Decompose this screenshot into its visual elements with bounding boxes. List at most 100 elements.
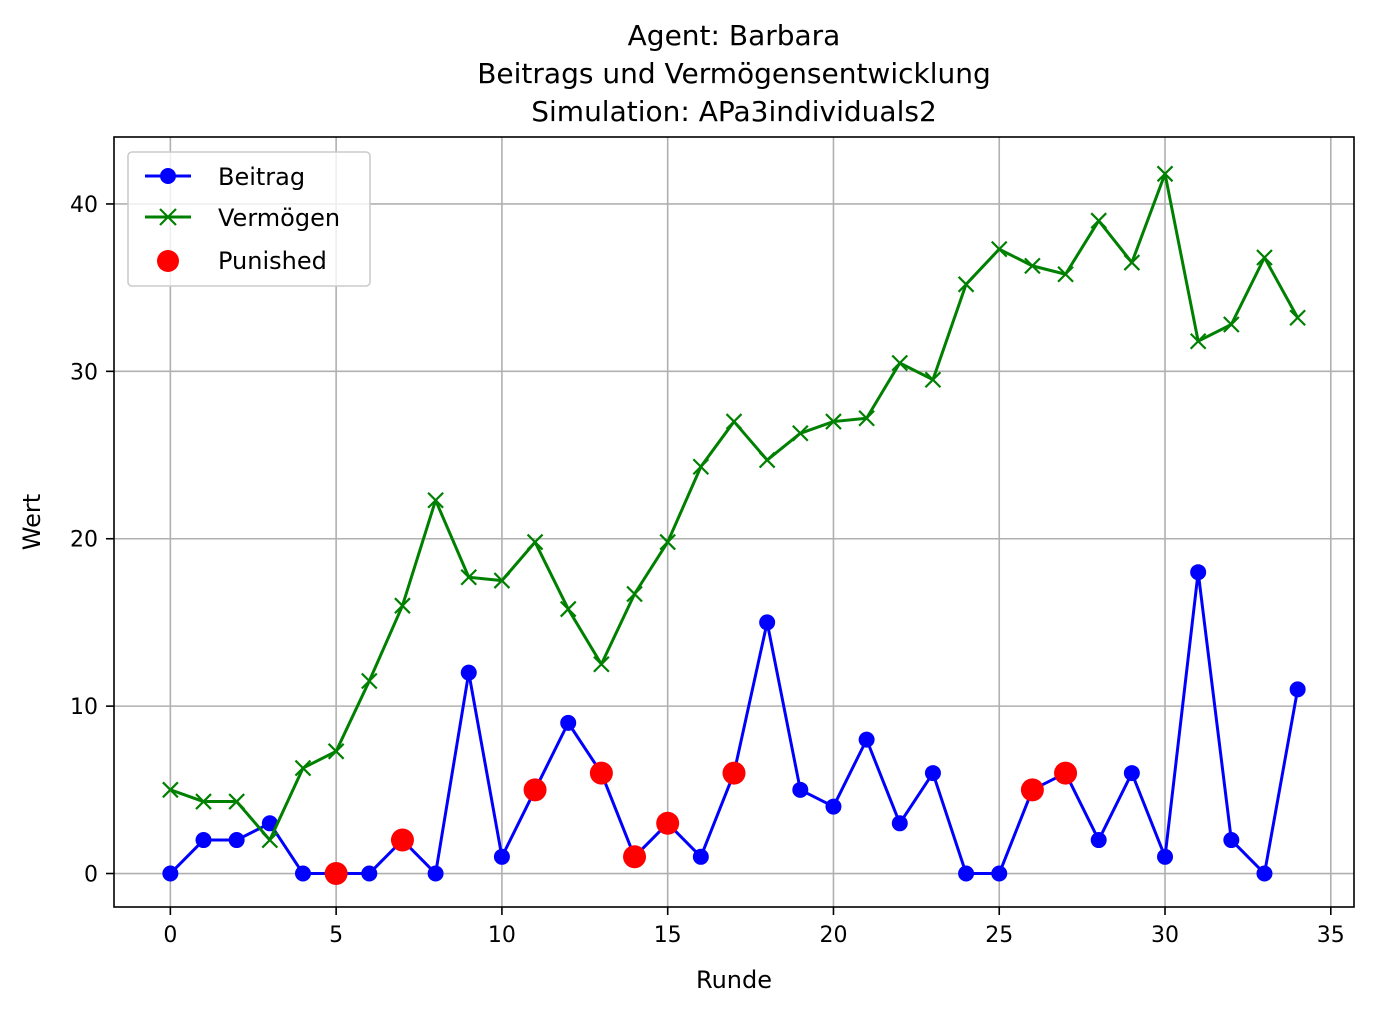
- punished-point: [623, 845, 647, 869]
- punished-point: [1020, 778, 1044, 802]
- title-line-1: Agent: Barbara: [628, 19, 841, 52]
- vermoegen-point: [394, 597, 411, 614]
- punished-point: [589, 761, 613, 785]
- x-tick-label: 10: [488, 923, 516, 948]
- y-tick-label: 10: [70, 695, 98, 720]
- beitrag-point: [294, 865, 311, 882]
- legend-punished-marker: [157, 250, 179, 272]
- vermoegen-point: [228, 793, 245, 810]
- beitrag-point: [759, 614, 776, 631]
- vermoegen-point: [493, 572, 511, 589]
- vermoegen-point: [559, 600, 577, 618]
- legend: Beitrag Vermögen Punished: [127, 151, 371, 287]
- vermoegen-point: [957, 276, 975, 293]
- beitrag-point: [493, 848, 510, 865]
- beitrag-point: [858, 731, 875, 748]
- beitrag-point: [228, 832, 245, 849]
- plot-series: [162, 165, 1306, 886]
- punished-point: [1054, 761, 1078, 785]
- vermoegen-point: [460, 568, 478, 586]
- vermoegen-point: [195, 793, 212, 810]
- vermoegen-point: [1090, 212, 1107, 229]
- punished-point: [390, 828, 414, 852]
- beitrag-point: [825, 798, 842, 815]
- x-tick-label: 25: [985, 923, 1013, 948]
- x-tick-label: 20: [819, 923, 847, 948]
- x-tick-label: 5: [329, 923, 343, 948]
- x-axis-ticks: 0 5 10 15 20 25 30 35: [163, 907, 1345, 948]
- series-beitrag: [162, 564, 1306, 882]
- vermoegen-point: [924, 371, 942, 388]
- vermoegen-point: [626, 585, 643, 603]
- beitrag-point: [1223, 832, 1240, 849]
- beitrag-point: [162, 865, 179, 882]
- y-axis-label: Wert: [18, 494, 46, 550]
- beitrag-point: [991, 865, 1008, 882]
- vermoegen-point: [1123, 254, 1141, 271]
- beitrag-point: [692, 848, 709, 865]
- vermoegen-point: [1156, 165, 1174, 183]
- vermoegen-point: [891, 354, 909, 372]
- beitrag-point: [1190, 564, 1207, 581]
- legend-vermoegen-label: Vermögen: [218, 204, 340, 232]
- beitrag-point: [560, 714, 577, 731]
- punished-point: [523, 778, 547, 802]
- punished-point: [656, 811, 680, 835]
- y-axis-ticks: 0 10 20 30 40: [70, 193, 114, 888]
- title-line-2: Beitrags und Vermögensentwicklung: [477, 57, 991, 90]
- punished-point: [324, 862, 348, 886]
- vermoegen-point: [858, 409, 875, 427]
- x-axis-label: Runde: [696, 966, 772, 994]
- vermoegen-point: [758, 451, 776, 469]
- vermoegen-point: [427, 491, 444, 509]
- vermoegen-point: [162, 781, 179, 799]
- beitrag-point: [195, 832, 212, 849]
- y-tick-label: 0: [84, 863, 98, 888]
- beitrag-point: [1289, 681, 1306, 698]
- beitrag-point: [361, 865, 378, 882]
- beitrag-point: [958, 865, 975, 882]
- series-punished: [324, 761, 1078, 886]
- beitrag-point: [1090, 832, 1107, 849]
- vermoegen-point: [792, 425, 809, 442]
- vermoegen-point: [593, 656, 610, 673]
- vermoegen-point: [1057, 265, 1074, 283]
- vermoegen-point: [725, 413, 743, 430]
- beitrag-point: [1256, 865, 1273, 882]
- x-tick-label: 35: [1317, 923, 1345, 948]
- vermoegen-point: [1024, 257, 1041, 275]
- vermoegen-point: [261, 831, 279, 849]
- beitrag-point: [1123, 765, 1140, 782]
- legend-punished-label: Punished: [218, 247, 327, 275]
- plot-frame: [113, 136, 1355, 908]
- beitrag-point: [427, 865, 444, 882]
- x-tick-label: 30: [1151, 923, 1179, 948]
- vermoegen-point: [294, 759, 312, 777]
- vermoegen-point: [1189, 332, 1207, 350]
- legend-beitrag-marker: [160, 168, 176, 184]
- y-tick-label: 30: [70, 360, 98, 385]
- beitrag-point: [891, 815, 908, 832]
- vermoegen-point: [692, 458, 710, 476]
- chart-title: Agent: Barbara Beitrags und Vermögensent…: [477, 19, 991, 128]
- beitrag-point: [460, 664, 477, 681]
- beitrag-point: [792, 781, 809, 798]
- vermoegen-point: [361, 672, 378, 690]
- title-line-3: Simulation: APa3individuals2: [531, 95, 937, 128]
- punished-point: [722, 761, 746, 785]
- x-tick-label: 0: [163, 923, 177, 948]
- vermoegen-point: [327, 743, 345, 760]
- beitrag-point: [261, 815, 278, 832]
- vermoegen-point: [825, 413, 842, 430]
- vermoegen-point: [1256, 249, 1273, 266]
- legend-box: [127, 151, 371, 287]
- x-tick-label: 15: [654, 923, 682, 948]
- y-tick-label: 20: [70, 528, 98, 553]
- vermoegen-point: [1289, 309, 1306, 327]
- vermoegen-point: [990, 240, 1008, 258]
- vermoegen-point: [526, 533, 544, 551]
- grid: [114, 137, 1354, 907]
- legend-beitrag-label: Beitrag: [218, 163, 305, 191]
- vermoegen-point: [659, 533, 676, 551]
